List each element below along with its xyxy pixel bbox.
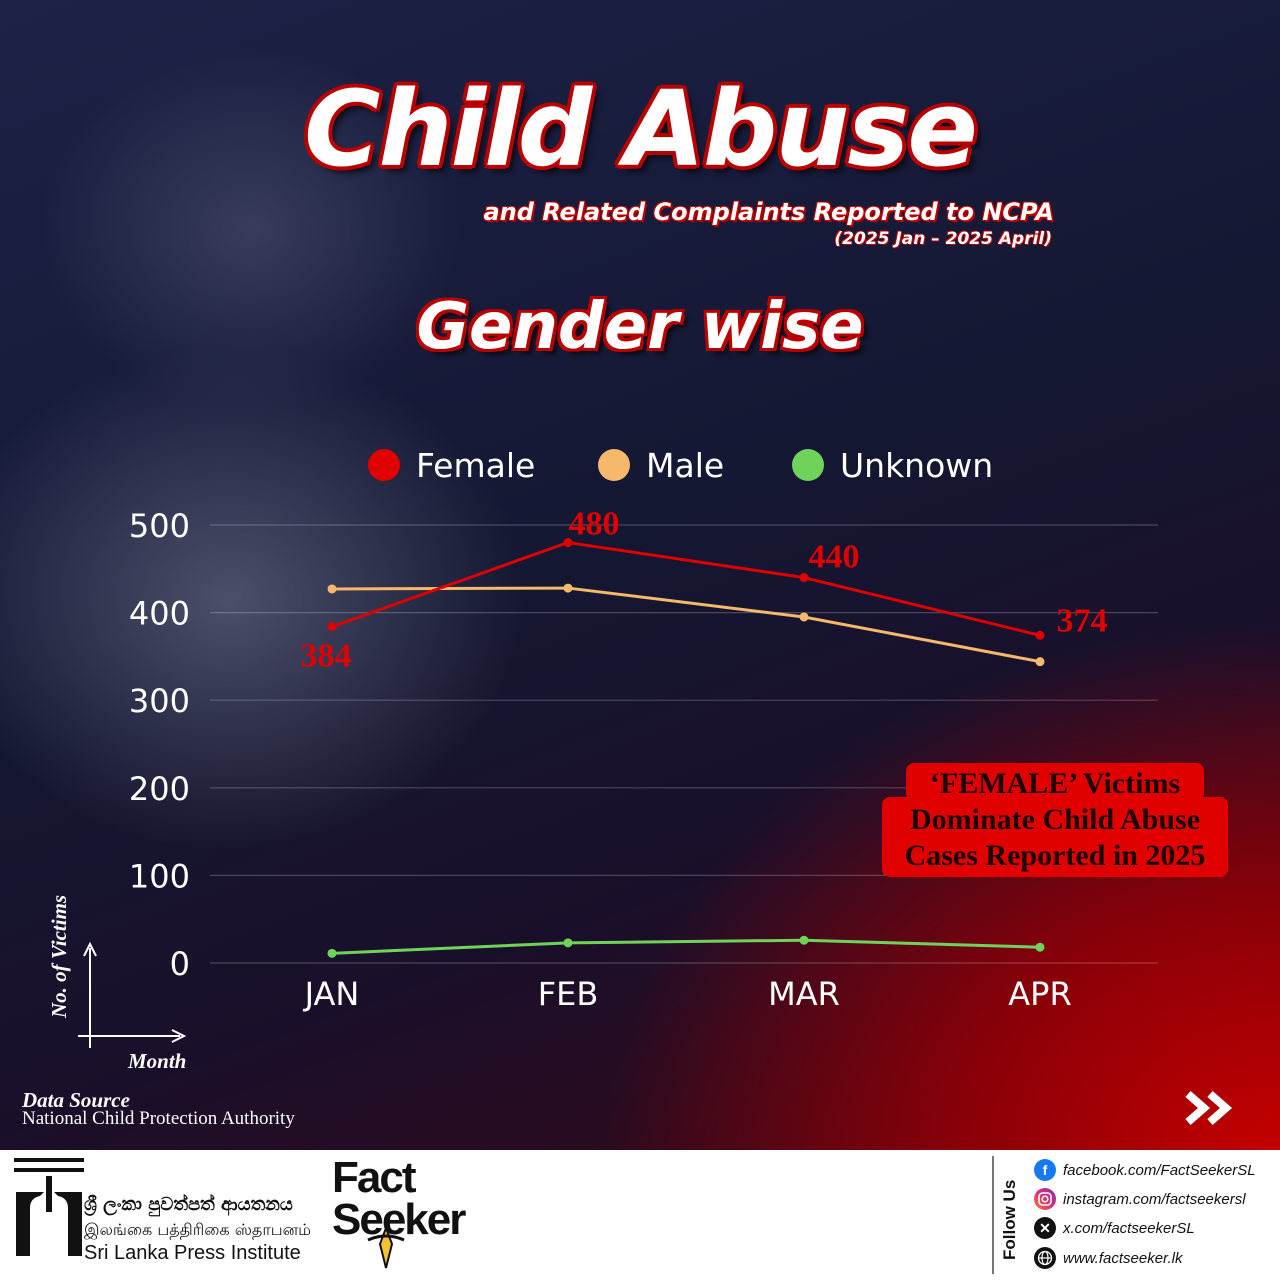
callout-box-main [882, 797, 1228, 877]
line-chart: 0 100 200 300 400 500 JAN FEB MAR APR Female Male Un… [47, 446, 1108, 1073]
arrow-up-icon [83, 941, 97, 957]
callout-line: ‘FEMALE’ Victims [929, 767, 1181, 800]
legend-label: Female [416, 446, 535, 485]
social-link-x[interactable]: ✕ x.com/factseekerSL [1034, 1216, 1195, 1240]
social-link-instagram[interactable]: instagram.com/factseekersl [1034, 1187, 1246, 1211]
subtitle: and Related Complaints Reported to NCPA [483, 198, 1054, 226]
period: (2025 Jan – 2025 April) [834, 229, 1052, 249]
main-title: Child Abuse [304, 68, 978, 190]
double-chevron-right-icon[interactable] [1184, 1090, 1236, 1126]
callout: ‘FEMALE’ Victims Dominate Child Abuse Ca… [882, 763, 1228, 877]
slpi-name-tamil: இலங்கை பத்திரிகை ஸ்தாபனம் [84, 1220, 311, 1239]
follow-us-label: Follow Us [1000, 1179, 1019, 1260]
data-point [799, 935, 809, 945]
axis-guide-y-label: No. of Victims [47, 895, 71, 1019]
factseeker-logo-fact: Fact [332, 1153, 416, 1202]
y-tick-label: 200 [129, 770, 190, 808]
social-link-facebook[interactable]: f facebook.com/FactSeekerSL [1034, 1158, 1256, 1182]
section-title: Gender wise [416, 290, 864, 364]
data-point [799, 573, 809, 583]
data-source-name: National Child Protection Authority [22, 1108, 295, 1129]
legend-label: Male [646, 446, 724, 485]
callout-text: ‘FEMALE’ Victims Dominate Child Abuse Ca… [882, 766, 1228, 874]
social-link-website[interactable]: www.factseeker.lk [1034, 1246, 1182, 1270]
poster-background: Child Abuse and Related Complaints Repor… [0, 0, 1280, 1150]
data-point [1035, 630, 1045, 640]
legend-marker [368, 449, 400, 481]
x-icon: ✕ [1034, 1217, 1056, 1239]
callout-box-top [906, 763, 1204, 801]
data-label: 384 [301, 638, 352, 675]
callout-line: Cases Reported in 2025 [904, 839, 1206, 872]
data-point [327, 948, 337, 958]
series-line [331, 938, 1041, 955]
data-point [327, 584, 337, 594]
data-label: 480 [569, 506, 620, 543]
axis-guide-x-label: Month [127, 1049, 186, 1073]
factseeker-logo: Fact Seeker [332, 1153, 492, 1270]
social-link-text: x.com/factseekerSL [1063, 1219, 1195, 1237]
follow-divider [992, 1156, 994, 1274]
slpi-name-sinhala: ශ්‍රී ලංකා පුවත්පත් ආයතනය [84, 1194, 293, 1215]
slpi-logo-icon [14, 1158, 84, 1256]
series-line [331, 540, 1041, 637]
x-tick-label: JAN [303, 975, 360, 1013]
legend-marker [792, 449, 824, 481]
y-tick-label: 500 [129, 507, 190, 545]
legend-marker [598, 449, 630, 481]
y-tick-label: 100 [129, 857, 190, 895]
callout-line: Dominate Child Abuse [909, 803, 1201, 836]
facebook-icon: f [1034, 1159, 1056, 1181]
data-point [563, 583, 573, 593]
series-line [331, 586, 1041, 664]
slpi-name-english: Sri Lanka Press Institute [84, 1242, 301, 1264]
x-tick-label: APR [1008, 975, 1071, 1013]
data-point [563, 938, 573, 948]
data-point [563, 538, 573, 548]
data-point [327, 622, 337, 632]
data-point [1035, 657, 1045, 667]
data-label: 440 [809, 539, 860, 576]
x-tick-label: MAR [768, 975, 840, 1013]
owl-mark-icon [367, 1226, 405, 1269]
data-label: 374 [1057, 602, 1108, 639]
data-point [1035, 942, 1045, 952]
legend-label: Unknown [840, 446, 993, 485]
footer: ශ්‍රී ලංකා පුවත්පත් ආයතනය இலங்கை பத்திரி… [0, 1150, 1280, 1280]
instagram-icon [1034, 1188, 1056, 1210]
y-tick-label: 300 [129, 682, 190, 720]
factseeker-logo-seeker: Seeker [332, 1195, 466, 1244]
social-link-text: facebook.com/FactSeekerSL [1063, 1161, 1256, 1179]
y-tick-label: 400 [129, 595, 190, 633]
data-source-label: Data Source [22, 1088, 130, 1112]
data-point [799, 612, 809, 622]
x-tick-label: FEB [538, 975, 599, 1013]
arrow-right-icon [171, 1029, 187, 1043]
social-link-text: www.factseeker.lk [1063, 1249, 1183, 1267]
y-tick-label: 0 [170, 945, 190, 983]
globe-icon [1034, 1247, 1056, 1269]
social-link-text: instagram.com/factseekersl [1063, 1190, 1246, 1208]
